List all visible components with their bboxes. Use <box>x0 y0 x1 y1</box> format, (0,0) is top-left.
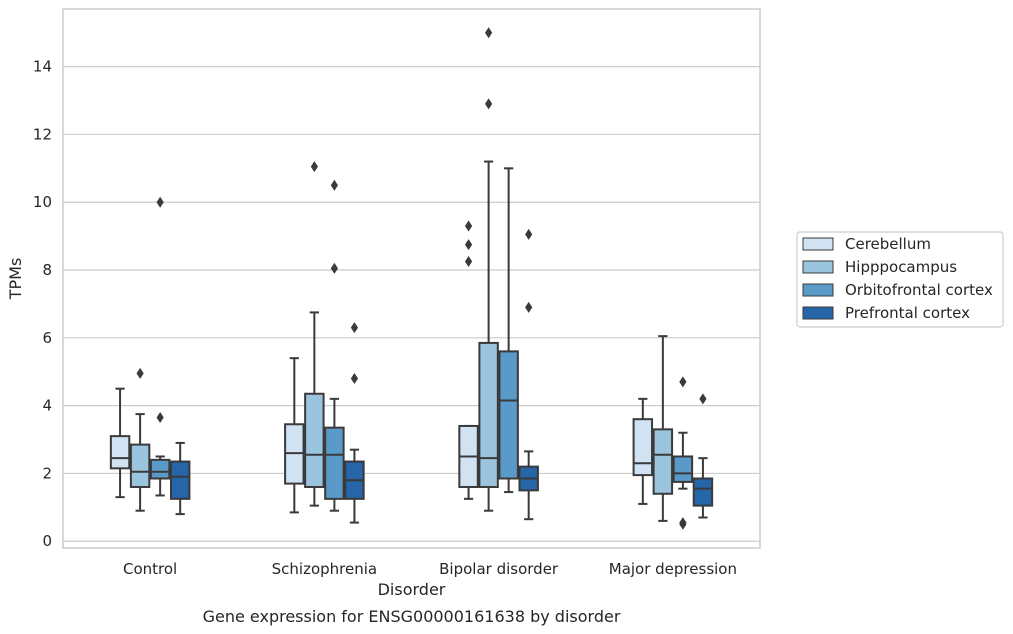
legend-label: Cerebellum <box>845 235 931 253</box>
y-tick-label: 12 <box>33 125 52 143</box>
outlier-point <box>156 196 164 208</box>
box-iqr <box>692 477 714 507</box>
outlier-point <box>464 239 473 251</box>
y-tick-label: 14 <box>33 58 52 76</box>
x-axis-ticks: Control Schizophrenia Bipolar disorder Majo… <box>123 560 737 578</box>
outlier-point <box>330 179 338 191</box>
box-1-2 <box>324 179 345 512</box>
y-axis-ticks: 0 2 4 6 8 10 12 14 <box>33 58 52 551</box>
outlier-point <box>679 517 687 529</box>
box-3-0 <box>632 397 654 505</box>
box-iqr <box>672 455 694 483</box>
legend: Cerebellum Hipppocampus Orbitofrontal cort… <box>796 231 1004 328</box>
y-axis-label: TPMs <box>6 258 25 301</box>
legend-box <box>796 231 1004 328</box>
box-0-0 <box>109 387 131 499</box>
y-tick-label: 10 <box>33 193 52 211</box>
outlier-point <box>485 27 493 39</box>
y-tick-label: 0 <box>42 532 52 550</box>
box-0-1 <box>129 367 151 512</box>
legend-swatch <box>802 260 834 274</box>
legend-label: Prefrontal cortex <box>845 304 970 322</box>
box-iqr <box>478 341 499 488</box>
box-0-2 <box>149 196 171 497</box>
outlier-point <box>485 98 493 110</box>
box-iqr <box>498 350 519 480</box>
box-iqr <box>169 460 191 500</box>
legend-swatch <box>802 283 834 297</box>
box-3-2 <box>672 376 694 530</box>
chart-caption: Gene expression for ENSG00000161638 by d… <box>203 607 621 626</box>
outlier-point <box>330 262 338 274</box>
box-iqr <box>304 392 325 488</box>
boxes <box>109 27 714 530</box>
box-0-3 <box>169 441 191 516</box>
x-axis-label: Disorder <box>378 580 446 599</box>
box-2-0 <box>458 220 479 500</box>
x-tick-label: Major depression <box>609 560 737 578</box>
box-1-0 <box>284 357 305 514</box>
outlier-point <box>679 376 687 388</box>
legend-swatch <box>802 306 834 320</box>
box-1-3 <box>344 322 365 524</box>
x-tick-label: Control <box>123 560 177 578</box>
outlier-point <box>350 373 359 385</box>
y-tick-label: 4 <box>42 397 52 415</box>
outlier-point <box>350 322 359 334</box>
box-1-1 <box>304 161 325 507</box>
plot-border <box>62 8 761 549</box>
outlier-point <box>525 228 533 240</box>
box-2-2 <box>498 167 519 494</box>
legend-label: Hipppocampus <box>845 258 957 276</box>
legend-swatch <box>802 237 834 251</box>
box-iqr <box>324 426 345 500</box>
box-iqr <box>109 435 131 470</box>
box-iqr <box>652 428 674 495</box>
box-iqr <box>632 418 654 477</box>
y-tick-label: 8 <box>42 261 52 279</box>
x-tick-label: Bipolar disorder <box>439 560 559 578</box>
plot-frame <box>62 8 761 549</box>
outlier-point <box>156 411 164 423</box>
box-2-3 <box>518 228 539 521</box>
outlier-point <box>699 393 707 405</box>
outlier-point <box>525 301 533 313</box>
outlier-point <box>136 367 144 379</box>
legend-label: Orbitofrontal cortex <box>845 281 993 299</box>
box-iqr <box>149 458 171 480</box>
outlier-point <box>464 220 473 232</box>
box-iqr <box>129 443 151 488</box>
x-tick-label: Schizophrenia <box>272 560 377 578</box>
y-tick-label: 2 <box>42 464 52 482</box>
box-3-3 <box>692 393 714 519</box>
y-tick-label: 6 <box>42 329 52 347</box>
box-3-1 <box>652 335 674 522</box>
box-2-1 <box>478 27 499 512</box>
outlier-point <box>464 256 473 268</box>
outlier-point <box>310 161 318 173</box>
